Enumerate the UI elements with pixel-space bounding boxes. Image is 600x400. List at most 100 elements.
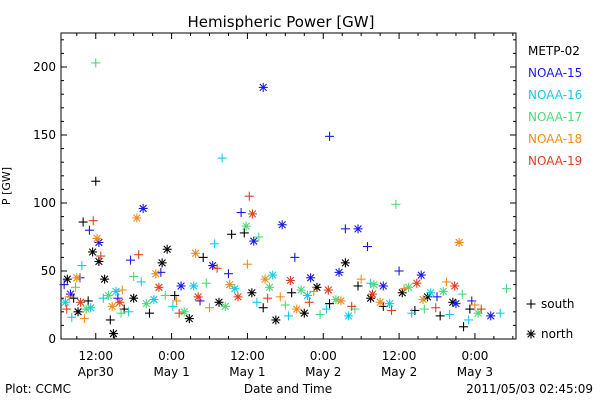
legend-entry: NOAA-19 [528, 154, 582, 168]
data-point-south [284, 311, 293, 321]
data-point-south [136, 277, 146, 287]
data-point-south [325, 299, 335, 309]
data-point-north [141, 299, 151, 309]
data-point-south [71, 282, 81, 292]
data-point-south [205, 303, 215, 313]
data-point-south [116, 308, 126, 318]
data-point-north [369, 280, 379, 290]
data-point-south [113, 293, 123, 303]
data-point-south [321, 304, 331, 314]
data-point-south [217, 153, 227, 163]
data-point-north [179, 307, 189, 317]
data-point-south [91, 176, 101, 186]
data-point-north [115, 297, 125, 307]
x-tick-label-time: 0:00 [158, 349, 185, 363]
series-noaa-19 [62, 191, 486, 318]
data-point-south [340, 224, 350, 234]
data-point-south [77, 261, 87, 271]
data-point-south [201, 278, 211, 288]
chart-title: Hemispheric Power [GW] [188, 13, 375, 31]
x-tick-label-time: 0:00 [310, 349, 337, 363]
series-noaa-17 [71, 58, 512, 320]
data-point-north [208, 261, 218, 271]
data-point-north [260, 274, 270, 284]
data-point-south [275, 292, 285, 302]
x-tick-label-date: May 2 [305, 365, 341, 379]
x-axis: 12:00 Apr30 0:00 May 1 12:00 May 1 0:00 May 2 12… [76, 33, 514, 379]
data-point-north [451, 299, 461, 309]
data-point-south [134, 250, 144, 260]
data-point-south [59, 280, 69, 290]
data-points [59, 58, 512, 339]
x-axis-label: Date and Time [244, 382, 332, 396]
data-point-south [170, 290, 180, 300]
data-point-south [419, 304, 429, 314]
data-point-north [368, 289, 378, 299]
data-point-north [176, 281, 186, 291]
data-point-south [212, 263, 222, 273]
data-point-north [81, 304, 91, 314]
data-point-south [105, 315, 115, 325]
marker-legend-symbol [526, 299, 536, 309]
x-tick-label-time: 12:00 [78, 349, 113, 363]
data-point-north [366, 293, 376, 303]
data-point-south [252, 297, 262, 307]
data-point-south [325, 131, 335, 141]
series-noaa-15 [59, 82, 496, 321]
data-point-south [223, 269, 233, 279]
data-point-north [271, 315, 281, 325]
data-point-south [457, 289, 467, 299]
data-point-north [385, 299, 395, 309]
legend-entry: NOAA-18 [528, 132, 582, 146]
data-point-south [124, 307, 134, 317]
data-point-south [160, 290, 170, 300]
data-point-south [198, 252, 208, 262]
data-point-north [72, 273, 82, 283]
data-point-south [91, 58, 101, 68]
data-point-south [290, 252, 300, 262]
data-point-north [60, 297, 70, 307]
data-point-south [168, 301, 178, 311]
data-point-south [79, 314, 89, 324]
data-point-north [418, 295, 428, 305]
data-point-south [88, 216, 98, 226]
data-point-south [495, 308, 505, 318]
data-point-south [431, 303, 441, 313]
data-point-south [315, 310, 325, 320]
series-noaa-16 [60, 153, 505, 325]
data-point-north [129, 293, 139, 303]
data-point-north [416, 270, 426, 280]
data-point-north [162, 244, 172, 254]
data-point-north [426, 288, 436, 298]
y-tick-label: 50 [41, 264, 56, 278]
data-point-south [394, 266, 404, 276]
data-point-north [233, 292, 243, 302]
series-legend: METP-02 NOAA-15 NOAA-16 NOAA-17 NOAA-18 NOAA-… [528, 44, 582, 168]
data-point-south [129, 271, 139, 281]
data-point-south [502, 284, 512, 294]
data-point-south [470, 300, 480, 310]
data-point-south [84, 225, 94, 235]
data-point-north [302, 290, 312, 300]
data-point-south [465, 304, 475, 314]
data-point-north [323, 285, 333, 295]
footer-timestamp: 2011/05/03 02:45:09 [466, 382, 593, 396]
data-point-south [399, 284, 409, 294]
data-point-north [344, 311, 354, 321]
data-point-north [220, 301, 230, 311]
marker-legend-label: north [541, 327, 573, 341]
data-point-south [432, 292, 442, 302]
x-tick-label-date: Apr30 [78, 365, 114, 379]
data-point-north [94, 256, 104, 266]
data-point-north [138, 203, 148, 213]
data-point-north [230, 284, 240, 294]
x-tick-label-date: May 1 [229, 365, 265, 379]
data-point-north [292, 304, 302, 314]
data-point-north [193, 292, 203, 302]
data-point-north [249, 236, 259, 246]
data-point-north [265, 282, 275, 292]
legend-entry: NOAA-16 [528, 88, 582, 102]
data-point-south [195, 296, 205, 306]
data-point-south [459, 322, 469, 332]
data-point-north [334, 267, 344, 277]
